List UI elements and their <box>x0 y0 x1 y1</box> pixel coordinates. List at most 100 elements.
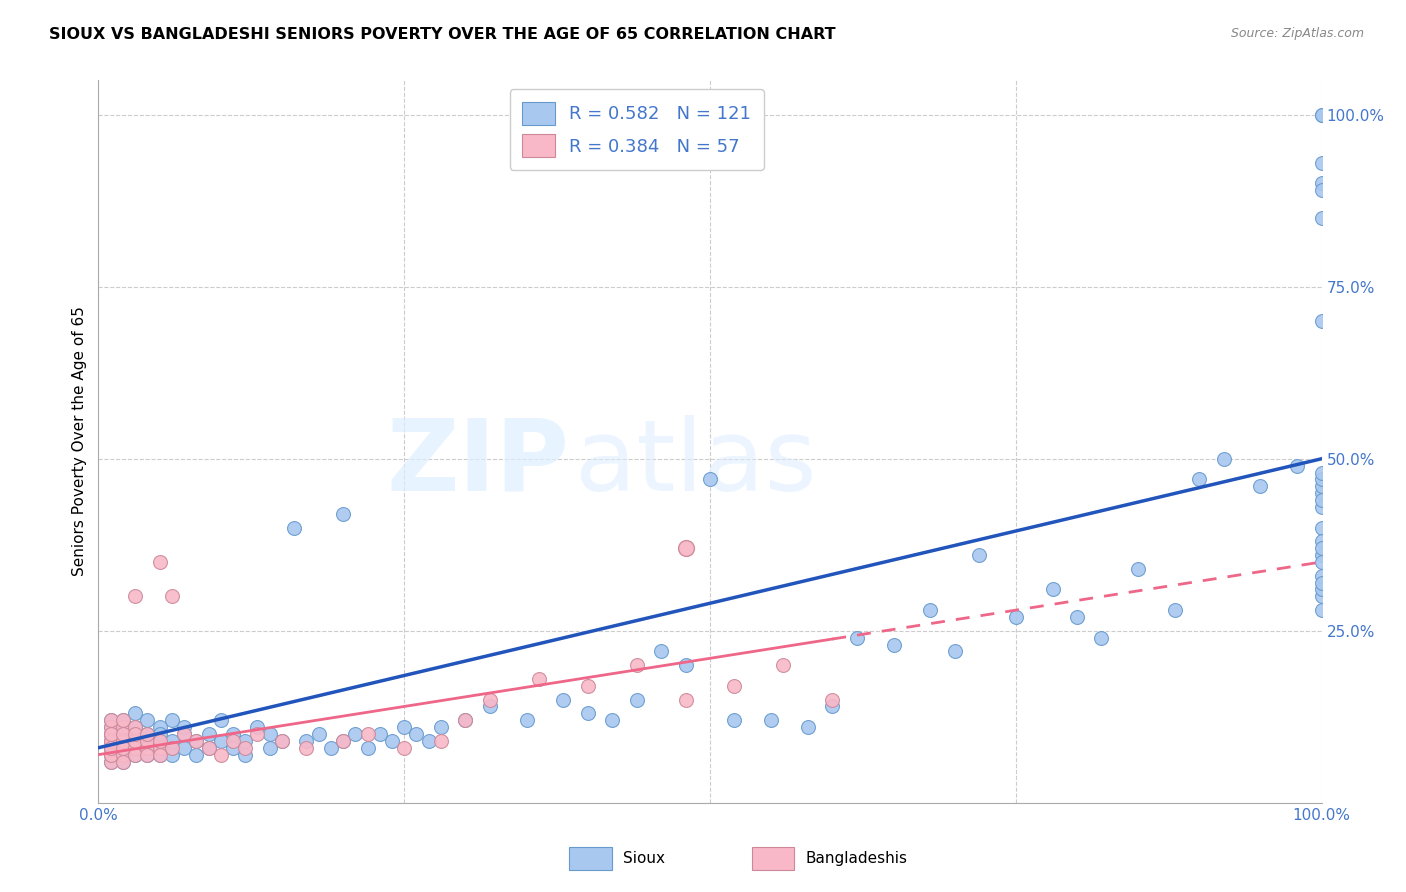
Point <box>100 727 122 741</box>
Point <box>197 727 219 741</box>
Point <box>1310 555 1333 569</box>
Point <box>405 727 427 741</box>
Point <box>149 740 172 755</box>
Legend: R = 0.582   N = 121, R = 0.384   N = 57: R = 0.582 N = 121, R = 0.384 N = 57 <box>509 89 763 170</box>
Point <box>100 720 122 734</box>
Point <box>186 734 208 748</box>
Point <box>319 740 342 755</box>
Point <box>111 734 134 748</box>
Point <box>111 755 134 769</box>
Point <box>553 692 575 706</box>
Point <box>1310 590 1333 604</box>
Point <box>1310 568 1333 582</box>
Point <box>160 740 183 755</box>
Point <box>270 734 294 748</box>
Point <box>723 679 745 693</box>
Point <box>1042 582 1064 597</box>
Point <box>136 727 159 741</box>
Point <box>772 658 794 673</box>
Point <box>124 747 146 762</box>
Point <box>124 740 146 755</box>
Point <box>797 720 820 734</box>
Point <box>100 747 122 762</box>
Text: SIOUX VS BANGLADESHI SENIORS POVERTY OVER THE AGE OF 65 CORRELATION CHART: SIOUX VS BANGLADESHI SENIORS POVERTY OVE… <box>49 27 835 42</box>
Point <box>222 727 245 741</box>
Point <box>1066 610 1088 624</box>
Point <box>100 713 122 727</box>
Point <box>100 727 122 741</box>
Point <box>246 720 269 734</box>
Point <box>368 727 391 741</box>
Point <box>136 713 159 727</box>
Point <box>100 740 122 755</box>
Point <box>233 734 256 748</box>
Point <box>160 713 183 727</box>
Point <box>821 692 844 706</box>
Point <box>332 507 354 521</box>
Point <box>454 713 477 727</box>
Point <box>124 727 146 741</box>
Point <box>1188 472 1211 486</box>
Point <box>270 734 294 748</box>
Point <box>1128 562 1150 576</box>
Point <box>1310 479 1333 493</box>
Point <box>1310 211 1333 225</box>
Point <box>111 727 134 741</box>
Point <box>100 740 122 755</box>
Point <box>209 713 232 727</box>
Point <box>675 692 697 706</box>
Point <box>1310 177 1333 191</box>
Point <box>527 672 550 686</box>
Point <box>160 590 183 604</box>
Point <box>111 720 134 734</box>
Point <box>233 740 256 755</box>
Point <box>124 734 146 748</box>
Point <box>149 734 172 748</box>
Point <box>283 520 305 534</box>
Point <box>100 740 122 755</box>
Point <box>478 699 501 714</box>
Point <box>392 720 416 734</box>
Point <box>675 658 697 673</box>
Point <box>149 734 172 748</box>
Point <box>576 679 599 693</box>
Point <box>136 734 159 748</box>
Text: Source: ZipAtlas.com: Source: ZipAtlas.com <box>1230 27 1364 40</box>
Point <box>149 555 172 569</box>
Point <box>124 720 146 734</box>
Point <box>111 727 134 741</box>
Point <box>173 740 195 755</box>
Point <box>136 727 159 741</box>
Point <box>1310 582 1333 597</box>
Text: atlas: atlas <box>575 415 817 512</box>
Point <box>111 734 134 748</box>
Text: Bangladeshis: Bangladeshis <box>806 851 908 866</box>
Point <box>259 740 281 755</box>
Point <box>222 740 245 755</box>
Point <box>259 727 281 741</box>
Point <box>149 727 172 741</box>
Point <box>209 734 232 748</box>
Point <box>124 747 146 762</box>
Point <box>111 720 134 734</box>
Point <box>111 713 134 727</box>
Point <box>100 727 122 741</box>
Point <box>173 720 195 734</box>
Point <box>149 747 172 762</box>
Point <box>100 755 122 769</box>
Point <box>111 740 134 755</box>
Point <box>100 747 122 762</box>
Point <box>111 713 134 727</box>
Point <box>920 603 942 617</box>
Point <box>1310 486 1333 500</box>
Point <box>124 740 146 755</box>
Point <box>124 740 146 755</box>
Point <box>136 747 159 762</box>
Point <box>1286 458 1309 473</box>
Point <box>1310 183 1333 197</box>
Point <box>124 706 146 721</box>
Point <box>111 755 134 769</box>
Point <box>308 727 330 741</box>
Point <box>332 734 354 748</box>
Point <box>149 740 172 755</box>
